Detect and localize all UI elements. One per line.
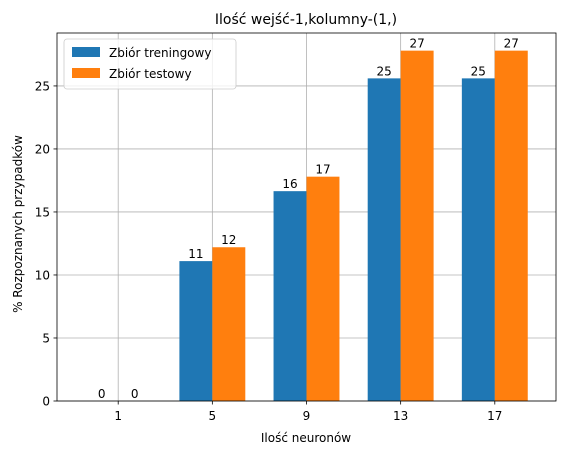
y-tick-label: 5 <box>42 331 50 345</box>
bar-test <box>400 50 434 402</box>
legend-swatch <box>72 68 100 78</box>
bars <box>179 50 528 402</box>
bar-value-label: 25 <box>377 64 392 78</box>
bar-value-label: 0 <box>131 387 139 401</box>
y-tick-label: 0 <box>42 395 50 409</box>
bar-train <box>461 78 495 401</box>
bar-value-label: 16 <box>282 177 297 191</box>
bar-value-label: 12 <box>221 233 236 247</box>
bar-value-label: 0 <box>98 387 106 401</box>
legend-label: Zbiór testowy <box>109 67 192 81</box>
bar-labels: 0 11 16 25 25 0 12 17 27 27 <box>98 37 519 401</box>
bar-value-label: 27 <box>409 37 424 51</box>
legend: Zbiór treningowy Zbiór testowy <box>63 38 237 90</box>
bar-value-label: 11 <box>188 247 203 261</box>
x-tick-label: 17 <box>487 409 502 423</box>
y-tick-label: 25 <box>35 79 50 93</box>
x-tick-label: 13 <box>393 409 408 423</box>
chart-title: Ilość wejść-1,kolumny-(1,) <box>215 12 397 28</box>
y-tick-label: 15 <box>35 205 50 219</box>
y-tick-label: 20 <box>35 142 50 156</box>
bar-train <box>179 261 213 401</box>
bar-value-label: 25 <box>471 64 486 78</box>
bar-train <box>273 191 307 401</box>
x-tick-label: 5 <box>209 409 217 423</box>
legend-box <box>63 38 237 90</box>
bar-value-label: 27 <box>504 37 519 51</box>
legend-label: Zbiór treningowy <box>109 46 211 60</box>
x-axis-label: Ilość neuronów <box>261 431 351 445</box>
bar-test <box>494 50 528 402</box>
bar-test <box>212 247 246 401</box>
bar-test <box>306 176 340 401</box>
bar-value-label: 17 <box>315 163 330 177</box>
legend-swatch <box>72 47 100 57</box>
y-tick-label: 10 <box>35 268 50 282</box>
x-tick-label: 9 <box>303 409 311 423</box>
y-axis-label: % Rozpoznanych przypadków <box>11 135 25 313</box>
bar-train <box>367 78 401 401</box>
x-tick-label: 1 <box>114 409 122 423</box>
